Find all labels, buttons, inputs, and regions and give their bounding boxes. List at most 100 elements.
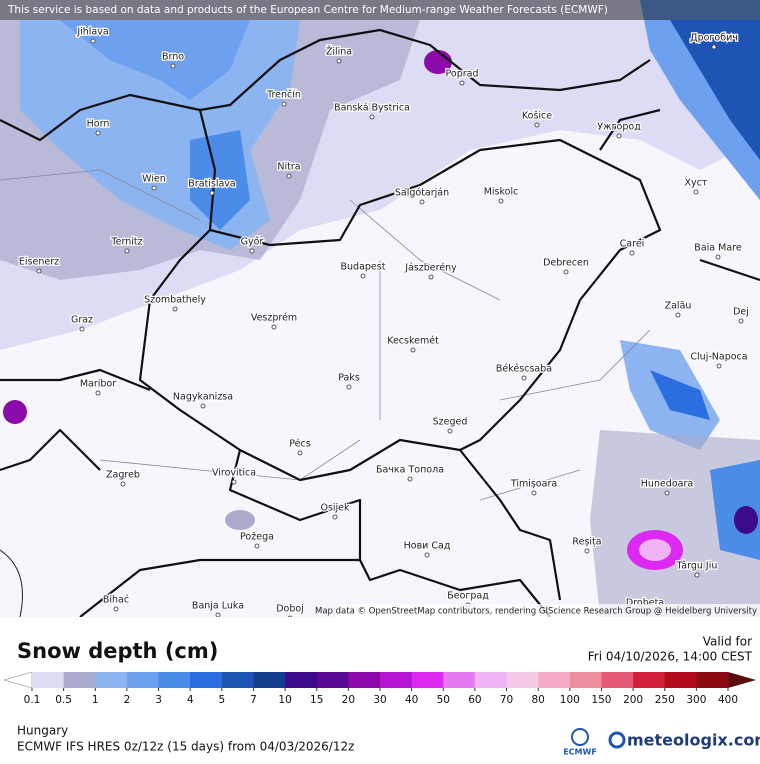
- city-label: Београд: [447, 591, 489, 602]
- colorbar-box: [474, 672, 508, 688]
- city-label: Zalău: [665, 301, 692, 312]
- city-label: Győr: [241, 237, 264, 248]
- colorbar-label: 40: [405, 694, 418, 706]
- city-label: Budapest: [341, 262, 386, 273]
- colorbar-label: 300: [686, 694, 706, 706]
- colorbar-label: 200: [623, 694, 643, 706]
- colorbar-box: [221, 672, 254, 688]
- colorbar-label: 20: [342, 694, 355, 706]
- colorbar-label: 250: [655, 694, 675, 706]
- site-logo[interactable]: meteologix.com: [627, 731, 760, 750]
- ecmwf-logo: ECMWF: [563, 748, 597, 757]
- city-label: Doboj: [276, 604, 304, 615]
- colorbar-label: 70: [500, 694, 513, 706]
- colorbar-label: 10: [278, 694, 291, 706]
- city-dot: [170, 63, 176, 69]
- colorbar-label: 0.1: [24, 694, 41, 706]
- city-label: Szeged: [433, 417, 468, 428]
- city-dot: [521, 375, 527, 381]
- colorbar-box: [190, 672, 223, 688]
- city-label: Debrecen: [543, 258, 589, 269]
- city-label: Osijek: [320, 503, 350, 514]
- city-dot: [209, 190, 215, 196]
- city-label: Reșița: [572, 537, 601, 548]
- city-dot: [200, 403, 206, 409]
- city-dot: [447, 428, 453, 434]
- colorbar-label: 1: [92, 694, 99, 706]
- colorbar-box: [253, 672, 286, 688]
- colorbar-box: [158, 672, 191, 688]
- city-dot: [95, 390, 101, 396]
- colorbar-box: [664, 672, 697, 688]
- city-label: Baia Mare: [694, 243, 742, 254]
- snow-area: [670, 20, 760, 160]
- city-dot: [629, 250, 635, 256]
- city-dot: [346, 384, 352, 390]
- legend-title: Snow depth (cm): [17, 639, 218, 663]
- city-label: Wien: [142, 174, 166, 185]
- city-label: Miskolc: [484, 187, 519, 198]
- city-dot: [693, 189, 699, 195]
- city-dot: [410, 347, 416, 353]
- colorbar-box: [380, 672, 413, 688]
- colorbar-label: 400: [718, 694, 738, 706]
- city-dot: [297, 450, 303, 456]
- city-dot: [113, 606, 119, 612]
- city-label: Maribor: [80, 379, 116, 390]
- city-dot: [584, 548, 590, 554]
- city-dot: [336, 58, 342, 64]
- city-label: Banská Bystrica: [334, 103, 410, 114]
- snow-area: [650, 370, 710, 420]
- city-label: Carei: [620, 239, 645, 250]
- banner-text: This service is based on data and produc…: [7, 4, 608, 16]
- city-dot: [120, 481, 126, 487]
- city-dot: [95, 130, 101, 136]
- city-dot: [369, 114, 375, 120]
- city-label: Graz: [71, 315, 93, 326]
- colorbar-box: [411, 672, 444, 688]
- snow-area: [3, 400, 27, 424]
- colorbar-box: [443, 672, 476, 688]
- colorbar-box: [126, 672, 160, 688]
- city-label: Eisenerz: [19, 257, 59, 268]
- colorbar-box: [63, 672, 96, 688]
- city-label: Košice: [522, 111, 552, 122]
- city-label: Požega: [240, 532, 274, 543]
- valid-label: Valid for: [703, 635, 752, 649]
- colorbar-label: 4: [187, 694, 194, 706]
- city-dot: [231, 479, 237, 485]
- city-label: Bratislava: [188, 179, 235, 190]
- city-dot: [360, 273, 366, 279]
- city-dot: [694, 572, 700, 578]
- city-dot: [332, 514, 338, 520]
- city-dot: [428, 274, 434, 280]
- city-dot: [531, 490, 537, 496]
- city-label: Jászberény: [404, 263, 457, 274]
- colorbar-label: 150: [591, 694, 611, 706]
- city-label: Poprad: [446, 69, 479, 80]
- city-label: Kecskemét: [387, 336, 439, 347]
- snow-area: [710, 460, 760, 560]
- country-border: [0, 28, 760, 618]
- colorbar-label: 7: [250, 694, 257, 706]
- colorbar-box: [601, 672, 634, 688]
- city-label: Salgótarján: [395, 188, 449, 199]
- city-label: Horn: [87, 119, 110, 130]
- city-dot: [419, 199, 425, 205]
- colorbar-box: [348, 672, 381, 688]
- city-dot: [498, 198, 504, 204]
- city-label: Paks: [338, 373, 360, 384]
- city-label: Ternitz: [110, 237, 142, 248]
- colorbar-over: [728, 672, 756, 688]
- city-dot: [36, 268, 42, 274]
- colorbar-box: [316, 672, 349, 688]
- region: Hungary: [17, 724, 68, 738]
- model-info: ECMWF IFS HRES 0z/12z (15 days) from 04/…: [17, 740, 354, 754]
- colorbar-label: 80: [531, 694, 544, 706]
- city-dot: [124, 248, 130, 254]
- city-dot: [90, 38, 96, 44]
- city-dot: [424, 552, 430, 558]
- colorbar-label: 50: [437, 694, 450, 706]
- city-label: Дрогобич: [690, 33, 738, 44]
- city-label: Timișoara: [510, 479, 557, 490]
